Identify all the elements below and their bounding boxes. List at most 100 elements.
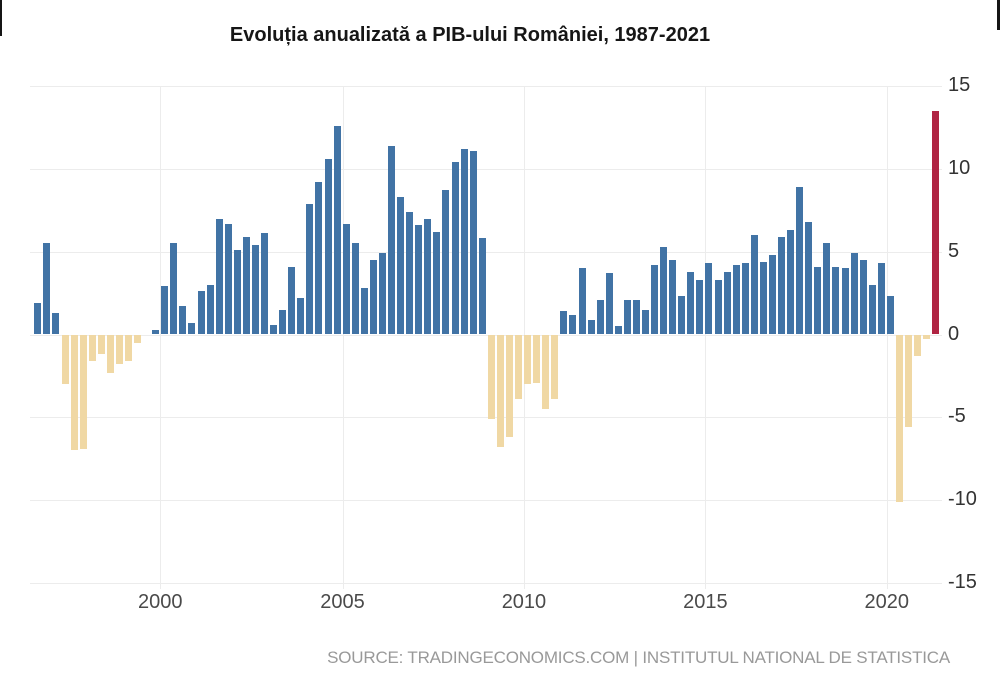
- gdp-bar-highlight: [932, 110, 940, 335]
- gdp-bar: [805, 221, 813, 335]
- gdp-bar: [397, 196, 405, 335]
- gdp-bar: [406, 211, 414, 335]
- y-axis-label: 10: [948, 156, 971, 179]
- gdp-bar: [88, 334, 96, 361]
- source-credit: SOURCE: TRADINGECONOMICS.COM | INSTITUTU…: [327, 648, 950, 667]
- gdp-bar: [560, 311, 568, 335]
- frame-artifact-right: [997, 0, 1000, 30]
- x-axis-label: 2010: [501, 591, 547, 613]
- gdp-bar: [687, 271, 695, 335]
- gdp-bar: [660, 246, 668, 335]
- gdp-bar: [34, 303, 42, 335]
- gdp-bar: [179, 306, 187, 335]
- gdp-bar: [750, 235, 758, 335]
- gdp-bar: [134, 334, 142, 343]
- gdp-bar: [632, 299, 640, 335]
- gdp-bar: [242, 236, 250, 335]
- gdp-bar: [496, 334, 504, 448]
- y-axis-label: 0: [948, 322, 960, 345]
- gdp-bar: [378, 253, 386, 335]
- gdp-bar: [868, 284, 876, 335]
- gdp-bar: [759, 261, 767, 335]
- gdp-bar: [696, 279, 704, 335]
- gdp-bar: [188, 322, 196, 335]
- gdp-bar: [877, 263, 885, 335]
- gdp-bar: [886, 296, 894, 335]
- gdp-bar: [905, 334, 913, 428]
- gridline: [30, 583, 942, 584]
- gdp-bar: [161, 286, 169, 335]
- gdp-bar: [451, 162, 459, 335]
- gdp-bar: [723, 271, 731, 335]
- gdp-bar: [306, 203, 314, 335]
- gdp-bar: [424, 218, 432, 335]
- gdp-bar: [569, 314, 577, 335]
- gridline: [30, 251, 942, 253]
- gdp-bar: [315, 182, 323, 335]
- gridline: [30, 168, 942, 170]
- gdp-bar: [61, 334, 69, 385]
- gridline: [30, 334, 942, 336]
- gdp-bar: [714, 279, 722, 335]
- gdp-bar: [324, 158, 332, 335]
- gdp-bar: [224, 223, 232, 335]
- gdp-bar: [106, 334, 114, 373]
- gdp-bar: [351, 243, 359, 335]
- page-title: Evoluția anualizată a PIB-ului României,…: [229, 24, 711, 46]
- gdp-bar: [152, 329, 160, 335]
- gdp-bar: [914, 334, 922, 357]
- gdp-bar: [487, 334, 495, 419]
- x-axis-label: 2015: [683, 591, 728, 613]
- gdp-bar: [261, 233, 269, 335]
- gdp-bar: [814, 266, 822, 335]
- gdp-bar: [369, 259, 377, 335]
- gdp-bar: [705, 263, 713, 335]
- gdp-bar: [796, 187, 804, 335]
- gdp-bar: [342, 223, 350, 335]
- gdp-bar: [732, 264, 740, 335]
- x-axis-label: 2005: [320, 591, 365, 613]
- gdp-bar: [415, 225, 423, 335]
- gdp-bar: [197, 291, 205, 335]
- gdp-bar: [515, 334, 522, 400]
- gdp-bar: [551, 334, 559, 400]
- gdp-bar: [651, 264, 659, 335]
- x-axis-label: 2000: [137, 591, 183, 613]
- gdp-bar: [170, 243, 178, 335]
- gdp-bar: [233, 250, 241, 335]
- gdp-bar: [859, 259, 867, 335]
- gdp-bar: [623, 299, 631, 335]
- gdp-bar: [841, 268, 849, 335]
- gdp-bar: [97, 334, 105, 355]
- gdp-bar: [578, 268, 586, 335]
- gdp-bar: [333, 125, 341, 335]
- gdp-bar: [895, 334, 903, 502]
- x-axis-label: 2020: [864, 591, 910, 613]
- gdp-bar: [850, 253, 858, 335]
- gridline: [30, 500, 942, 502]
- gdp-bar: [542, 334, 550, 410]
- gdp-bar: [678, 296, 686, 335]
- y-axis-label: -15: [948, 571, 977, 593]
- gdp-bar: [669, 259, 677, 335]
- y-axis-label: -5: [948, 405, 966, 428]
- gridline: [30, 86, 942, 87]
- gridline: [705, 86, 707, 589]
- gdp-bar: [206, 284, 214, 335]
- gdp-bar: [442, 190, 450, 335]
- gdp-bar: [505, 334, 513, 438]
- gdp-bar: [297, 298, 305, 335]
- gdp-bar: [768, 254, 776, 335]
- gdp-bar: [524, 334, 532, 385]
- gdp-bar: [596, 299, 604, 335]
- gdp-bar: [388, 145, 396, 335]
- y-axis-label: -10: [948, 488, 977, 511]
- gdp-bar: [832, 266, 840, 335]
- gdp-bar: [478, 238, 486, 335]
- gdp-bar: [787, 230, 795, 335]
- gdp-bar: [43, 243, 51, 335]
- gdp-bar: [70, 334, 78, 451]
- gdp-bar: [469, 150, 477, 335]
- gridline: [886, 86, 888, 589]
